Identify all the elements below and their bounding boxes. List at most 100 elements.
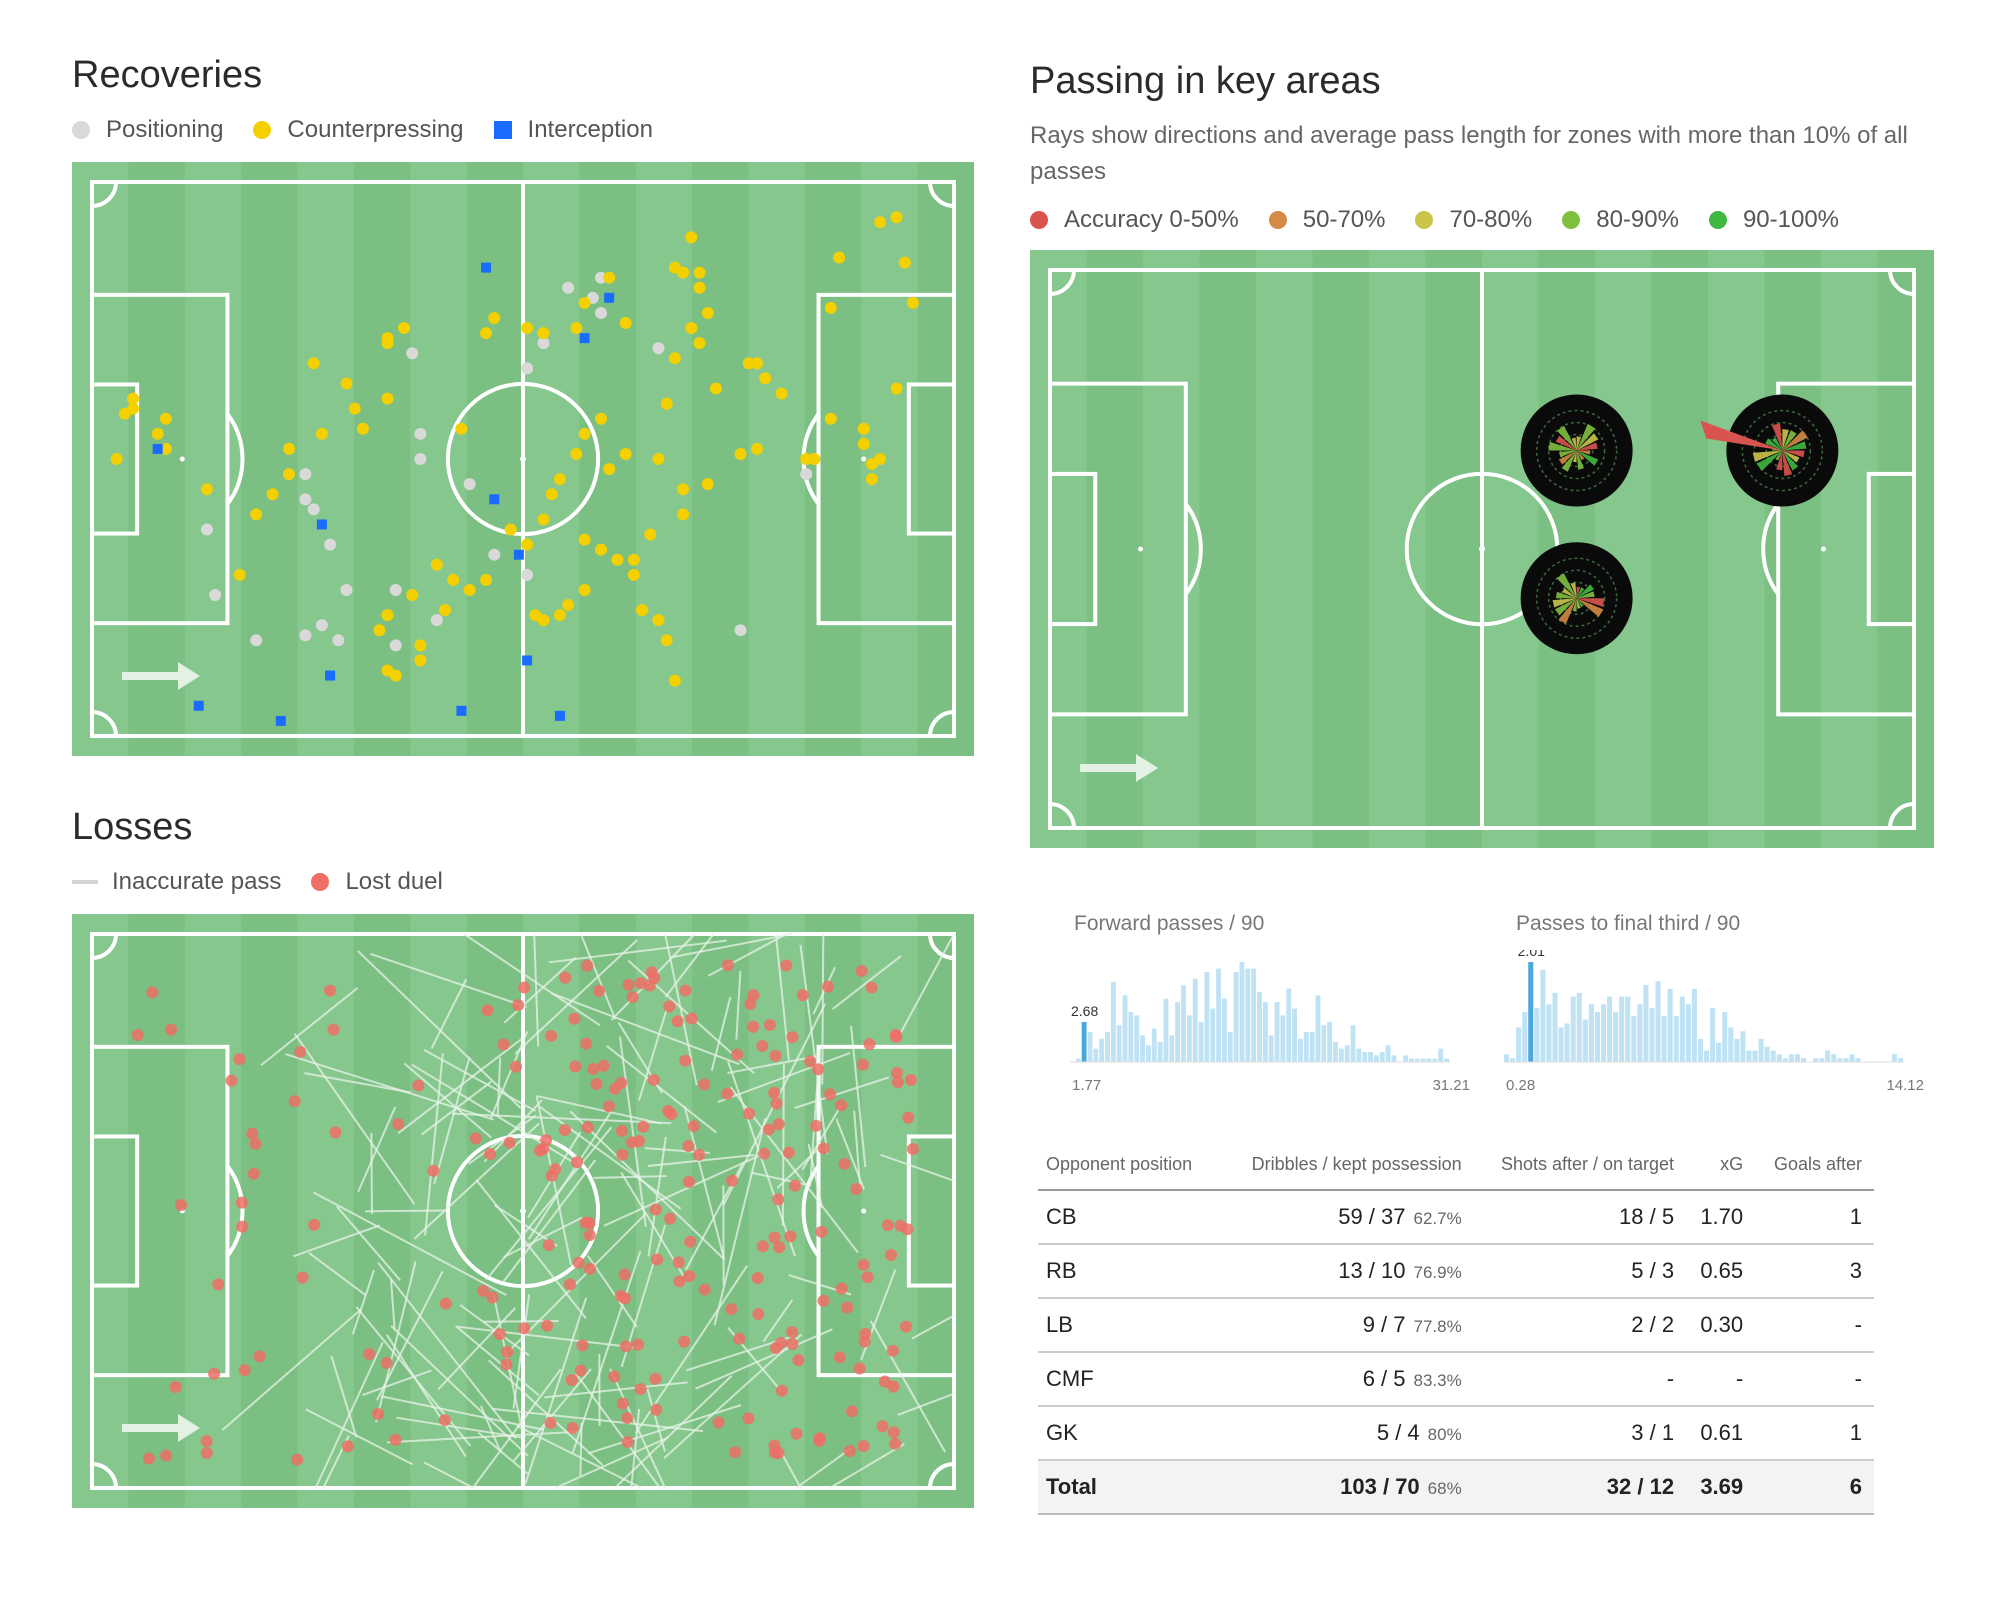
lost-duel-point: [824, 1088, 837, 1101]
cell-shots-value: 3 / 1: [1631, 1420, 1675, 1445]
lost-duel-point: [841, 1301, 854, 1314]
counterpressing-point: [857, 422, 870, 435]
inaccurate-pass-line: [293, 1033, 416, 1205]
corner-arc: [91, 710, 118, 737]
pass-direction-ray: [1555, 591, 1577, 599]
inaccurate-pass-line: [471, 1368, 562, 1489]
histogram-bar: [1510, 1058, 1516, 1062]
lost-duel-point: [649, 1203, 662, 1216]
lost-duel-point: [518, 981, 531, 994]
lost-duel-dot-icon: [311, 873, 330, 891]
inaccurate-pass-line: [365, 1209, 445, 1213]
header-shots: Shots after / on target: [1473, 1140, 1687, 1191]
lost-duel-point: [804, 1055, 817, 1068]
histogram-bar: [1099, 1038, 1105, 1062]
lost-duel-point: [608, 1082, 621, 1095]
lost-duel-point: [146, 986, 159, 999]
cell-xg-value: 1.70: [1700, 1204, 1744, 1229]
pitch-stripe: [1199, 250, 1256, 848]
counterpressing-point: [611, 553, 624, 566]
histogram-bar: [1198, 1022, 1204, 1062]
cell-shots: 32 / 12: [1473, 1460, 1687, 1515]
lost-duel-point: [427, 1164, 440, 1177]
inaccurate-pass-line: [397, 1037, 524, 1135]
histogram-bar: [1546, 1004, 1552, 1062]
lost-duel-point: [769, 1342, 782, 1355]
histogram-bar: [1268, 1035, 1274, 1062]
inaccurate-pass-line: [292, 1224, 380, 1258]
lost-duel-point: [845, 1405, 858, 1418]
counterpressing-point: [898, 256, 911, 269]
lost-duel-point: [663, 1000, 676, 1013]
counterpressing-point: [537, 614, 550, 627]
lost-duel-point: [565, 1374, 578, 1387]
histogram-bar: [1673, 1015, 1679, 1062]
pass-direction-ray: [1576, 442, 1598, 451]
counterpressing-point: [283, 468, 296, 481]
histogram-bar: [1837, 1058, 1843, 1062]
counterpressing-point: [348, 402, 361, 415]
counterpressing-point: [521, 322, 534, 335]
histogram-bar: [1522, 1012, 1528, 1062]
inaccurate-pass-line: [509, 1212, 648, 1351]
inaccurate-pass-line: [330, 1355, 358, 1438]
lost-duel-point: [698, 1283, 711, 1296]
histogram-bar: [1403, 1055, 1409, 1062]
positioning-point: [430, 614, 443, 627]
lost-duel-point: [721, 1087, 734, 1100]
table-total-row: Total 103 / 70 68% 32 / 12 3.69 6: [1038, 1460, 1874, 1515]
lost-duel-point: [664, 1212, 677, 1225]
histogram-bar: [1770, 1050, 1776, 1062]
lost-duel-point: [438, 1414, 451, 1427]
legend-label: Accuracy 0-50%: [1064, 206, 1239, 233]
cell-xg: 1.70: [1686, 1190, 1756, 1245]
lost-duel-point: [906, 1143, 919, 1156]
left-six-yard-box: [90, 1134, 140, 1288]
histogram-bar: [1438, 1048, 1444, 1062]
positioning-point: [562, 281, 575, 294]
lost-duel-point: [587, 1062, 600, 1075]
inaccurate-pass-line: [362, 1369, 432, 1397]
cell-position: RB: [1038, 1244, 1221, 1299]
lost-duel-point: [481, 1004, 494, 1017]
lost-duel-point: [835, 1099, 848, 1112]
lost-duel-point: [294, 1045, 307, 1058]
histogram-bar: [1186, 1015, 1192, 1062]
lost-duel-point: [891, 1076, 904, 1089]
lost-duel-point: [772, 1118, 785, 1131]
lost-duel-point: [904, 1073, 917, 1086]
cell-position-value: RB: [1046, 1258, 1077, 1283]
counterpressing-point: [447, 573, 460, 586]
lost-duel-point: [861, 1271, 874, 1284]
inaccurate-pass-line: [260, 987, 359, 1067]
hist-final-third-label: Passes to final third / 90: [1516, 912, 1741, 935]
counterpressing-point: [693, 337, 706, 350]
counterpressing-point: [381, 609, 394, 622]
interception-point: [554, 710, 565, 721]
histogram-bar: [1134, 1015, 1140, 1062]
losses-pitch: [72, 914, 974, 1508]
inaccurate-pass-line: [455, 1325, 540, 1397]
right-penalty-spot: [861, 1208, 867, 1214]
counterpressing-point: [874, 216, 887, 229]
inaccurate-pass-line: [713, 1117, 767, 1326]
legend-label: 50-70%: [1302, 206, 1386, 233]
recoveries-legend: Positioning Counterpressing Interception: [72, 116, 683, 144]
lost-duel-point: [236, 1220, 249, 1233]
counterpressing-point: [652, 453, 665, 465]
corner-arc: [928, 933, 955, 960]
counterpressing-point: [562, 599, 575, 612]
corner-arc: [928, 181, 955, 208]
histogram-bar: [1661, 1015, 1667, 1062]
legend-lost-duel: Lost duel: [311, 868, 443, 896]
pitch-stripe: [241, 162, 298, 756]
pass-direction-ray: [1555, 435, 1577, 451]
right-penalty-arc: [801, 1164, 821, 1258]
table-row: CB 59 / 37 62.7% 18 / 5 1.70 1: [1038, 1190, 1874, 1245]
counterpressing-point: [865, 473, 878, 486]
histogram-bar: [1087, 1032, 1093, 1062]
counterpressing-point: [553, 473, 566, 486]
cell-goals: 3: [1755, 1244, 1874, 1299]
lost-duel-point: [165, 1023, 178, 1036]
acc-80-90-dot-icon: [1562, 211, 1581, 229]
